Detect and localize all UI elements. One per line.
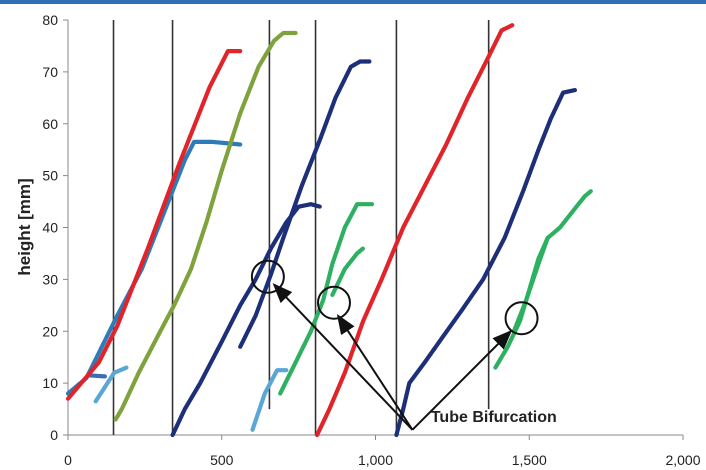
annotation-arrow <box>411 329 513 431</box>
annotation-arrow <box>272 283 414 431</box>
data-series-line <box>330 246 366 297</box>
data-series-line <box>93 365 129 404</box>
y-tick-label: 40 <box>42 220 58 236</box>
data-series-line <box>238 59 372 349</box>
x-tick-label: 1,500 <box>512 452 547 468</box>
top-rule <box>0 0 706 4</box>
y-tick-label: 10 <box>42 375 58 391</box>
data-series-line <box>315 23 515 438</box>
data-series-line <box>493 189 593 370</box>
data-series-line <box>170 202 323 438</box>
data-series-line <box>65 139 243 396</box>
data-series-line <box>65 48 243 401</box>
y-tick-label: 20 <box>42 323 58 339</box>
data-series-line <box>394 87 578 438</box>
y-tick-label: 30 <box>42 271 58 287</box>
data-series-line <box>113 30 298 422</box>
bifurcation-circle <box>250 259 285 294</box>
data-series-line <box>250 368 289 432</box>
data-series-line <box>85 373 108 379</box>
data-series-line <box>278 202 375 396</box>
bifurcation-circle <box>316 285 351 320</box>
x-tick-label: 1,000 <box>358 452 393 468</box>
y-tick-label: 70 <box>42 64 58 80</box>
annotation-label: Tube Bifurcation <box>431 409 557 426</box>
y-axis-title: height [mm] <box>15 178 34 275</box>
y-tick-label: 50 <box>42 168 58 184</box>
annotation-arrow <box>336 314 414 431</box>
y-tick-label: 80 <box>42 12 58 28</box>
bifurcation-circle <box>504 301 539 336</box>
x-tick-label: 500 <box>210 452 234 468</box>
x-tick-label: 0 <box>64 452 72 468</box>
data-series-line <box>511 235 550 334</box>
y-tick-label: 0 <box>50 427 58 443</box>
y-tick-label: 60 <box>42 116 58 132</box>
x-tick-label: 2,000 <box>665 452 700 468</box>
